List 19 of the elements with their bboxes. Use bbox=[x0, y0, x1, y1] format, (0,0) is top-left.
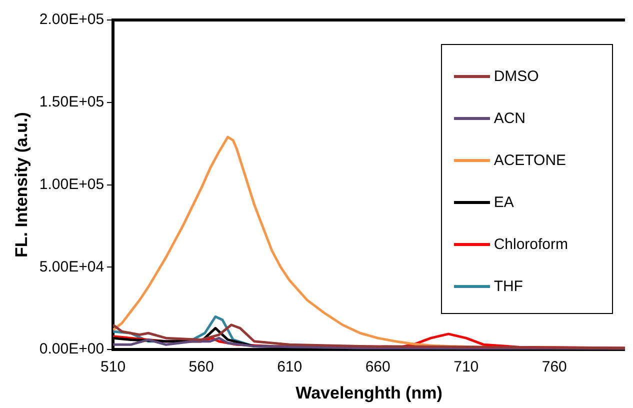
x-tick-label: 760 bbox=[542, 358, 567, 376]
legend-label: THF bbox=[494, 278, 523, 294]
legend-label: Chloroform bbox=[494, 236, 568, 252]
legend-label: EA bbox=[494, 194, 514, 210]
y-tick-label: 1.50E+05 bbox=[39, 94, 104, 111]
y-tick-label: 5.00E+04 bbox=[39, 258, 104, 276]
y-tick-label: 1.00E+05 bbox=[39, 176, 104, 193]
legend-label: DMSO bbox=[494, 68, 539, 84]
x-axis-title: Wavelenghth (nm) bbox=[296, 383, 442, 402]
legend-label: ACETONE bbox=[494, 152, 566, 168]
y-axis-title: FL. Intensity (a.u.) bbox=[12, 112, 31, 258]
legend-label: ACN bbox=[494, 110, 526, 126]
x-tick-label: 510 bbox=[100, 358, 126, 376]
y-tick-label: 2.00E+05 bbox=[39, 11, 104, 28]
x-tick-label: 560 bbox=[188, 358, 214, 376]
y-tick-label: 0.00E+00 bbox=[39, 340, 104, 358]
x-tick-label: 660 bbox=[365, 358, 390, 376]
x-tick-label: 610 bbox=[277, 358, 302, 376]
x-tick-label: 710 bbox=[454, 358, 479, 376]
